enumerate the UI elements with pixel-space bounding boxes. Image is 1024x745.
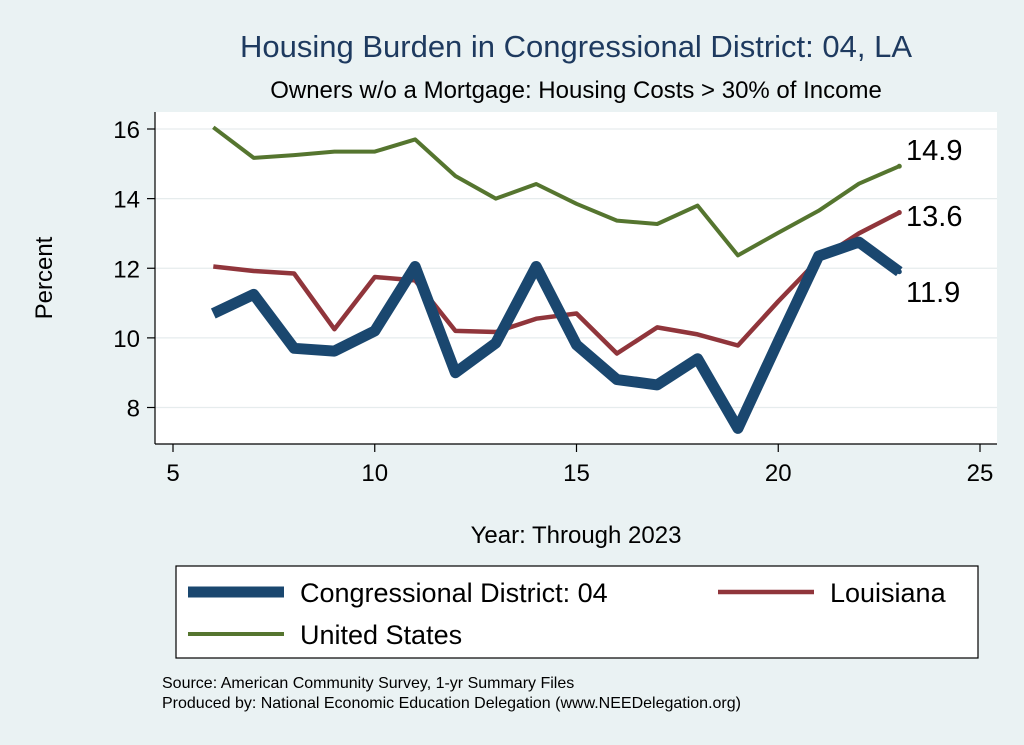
end-labels: 11.9 13.6 14.9 <box>896 135 962 309</box>
y-tick-label: 12 <box>113 256 140 283</box>
legend-label-2: United States <box>300 620 462 650</box>
produced-by-line: Produced by: National Economic Education… <box>162 695 741 712</box>
end-marker-0 <box>896 269 902 275</box>
x-tick-label: 15 <box>563 460 590 487</box>
legend-box <box>175 565 979 659</box>
x-tick-label: 20 <box>765 460 792 487</box>
y-tick-label: 10 <box>113 326 140 353</box>
x-axis-ticks: 5 10 15 20 25 <box>166 444 993 487</box>
end-label-0: 11.9 <box>906 277 960 309</box>
y-axis-title: Percent <box>31 236 58 319</box>
plot-area <box>155 112 997 444</box>
source-line: Source: American Community Survey, 1-yr … <box>162 675 574 692</box>
x-axis-title: Year: Through 2023 <box>471 522 682 549</box>
y-tick-label: 14 <box>113 187 140 214</box>
legend: Congressional District: 04 Louisiana Unite… <box>188 578 947 650</box>
series-line-0 <box>210 236 903 434</box>
legend-label-1: Louisiana <box>830 578 947 608</box>
x-tick-label: 25 <box>967 460 994 487</box>
chart-title: Housing Burden in Congressional District… <box>240 29 912 64</box>
end-marker-2 <box>896 163 902 169</box>
series-line-2 <box>212 125 901 258</box>
chart-subtitle: Owners w/o a Mortgage: Housing Costs > 3… <box>270 77 882 104</box>
end-marker-1 <box>896 210 902 216</box>
end-label-2: 14.9 <box>906 135 962 167</box>
y-axis-ticks: 8 10 12 14 16 <box>113 117 155 423</box>
y-tick-label: 8 <box>127 396 140 423</box>
x-tick-label: 5 <box>166 460 179 487</box>
end-label-1: 13.6 <box>906 201 962 233</box>
series-lines <box>210 125 903 434</box>
legend-label-0: Congressional District: 04 <box>300 578 608 608</box>
x-tick-label: 10 <box>361 460 388 487</box>
gridlines <box>155 128 997 409</box>
y-tick-label: 16 <box>113 117 140 144</box>
